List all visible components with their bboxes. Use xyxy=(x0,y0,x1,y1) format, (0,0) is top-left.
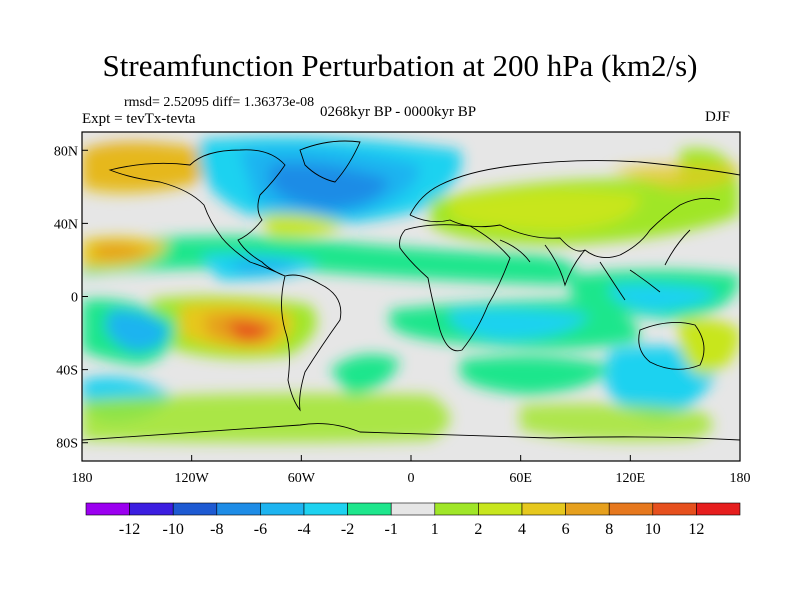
lon-tick-label: 120E xyxy=(616,471,646,486)
lon-tick-label: 60W xyxy=(288,471,316,486)
chart-title: Streamfunction Perturbation at 200 hPa (… xyxy=(102,48,698,83)
period-label: 0268kyr BP - 0000kyr BP xyxy=(320,104,477,120)
lat-axis: 80N 40N 0 40S 80S xyxy=(54,144,88,452)
lon-tick-label: 180 xyxy=(72,471,93,486)
colorbar-label: -4 xyxy=(297,521,310,538)
lon-tick-label: 60E xyxy=(509,471,532,486)
colorbar-swatch xyxy=(478,502,523,516)
colorbar-swatch xyxy=(216,502,261,516)
colorbar-label: 2 xyxy=(474,521,482,538)
colorbar-label: -10 xyxy=(163,521,184,538)
lon-axis: 180 120W 60W 0 60E 120E 180 xyxy=(72,455,751,486)
lat-tick-label: 80N xyxy=(54,144,78,159)
lon-tick-label: 0 xyxy=(408,471,415,486)
colorbar-label: 8 xyxy=(605,521,613,538)
experiment-label: Expt = tevTx-tevta xyxy=(82,111,196,127)
lat-tick-label: 0 xyxy=(71,291,78,306)
colorbar-label: -12 xyxy=(119,521,140,538)
colorbar-swatch xyxy=(172,502,218,516)
colorbar-swatch xyxy=(696,502,741,516)
colorbar-label: -6 xyxy=(254,521,267,538)
colorbar-label: -8 xyxy=(210,521,223,538)
colorbar-swatch xyxy=(347,502,392,516)
lon-tick-label: 180 xyxy=(730,471,751,486)
lon-tick-label: 120W xyxy=(175,471,210,486)
colorbar-swatch xyxy=(434,502,479,516)
stats-label: rmsd= 2.52095 diff= 1.36373e-08 xyxy=(124,95,315,110)
colorbar-swatch xyxy=(303,502,348,516)
season-label: DJF xyxy=(705,109,731,125)
field-contours xyxy=(82,136,740,443)
colorbar-label: 1 xyxy=(431,521,439,538)
colorbar-label: 12 xyxy=(688,521,704,538)
colorbar-swatch xyxy=(565,502,610,516)
colorbar-swatch xyxy=(608,502,654,516)
lat-tick-label: 40N xyxy=(54,217,78,232)
colorbar-swatch xyxy=(652,502,697,516)
colorbar-swatch xyxy=(260,502,305,516)
colorbar-swatch xyxy=(390,502,436,516)
colorbar-label: -1 xyxy=(385,521,398,538)
colorbar-swatch xyxy=(521,502,566,516)
colorbar-label: 4 xyxy=(518,521,526,538)
colorbar-label: 6 xyxy=(562,521,570,538)
colorbar-label: 10 xyxy=(645,521,661,538)
colorbar-label: -2 xyxy=(341,521,354,538)
colorbar-swatch xyxy=(129,502,174,516)
colorbar-swatch xyxy=(85,502,130,516)
lat-tick-label: 40S xyxy=(56,364,78,379)
coastlines xyxy=(82,140,740,441)
lat-tick-label: 80S xyxy=(56,437,78,452)
